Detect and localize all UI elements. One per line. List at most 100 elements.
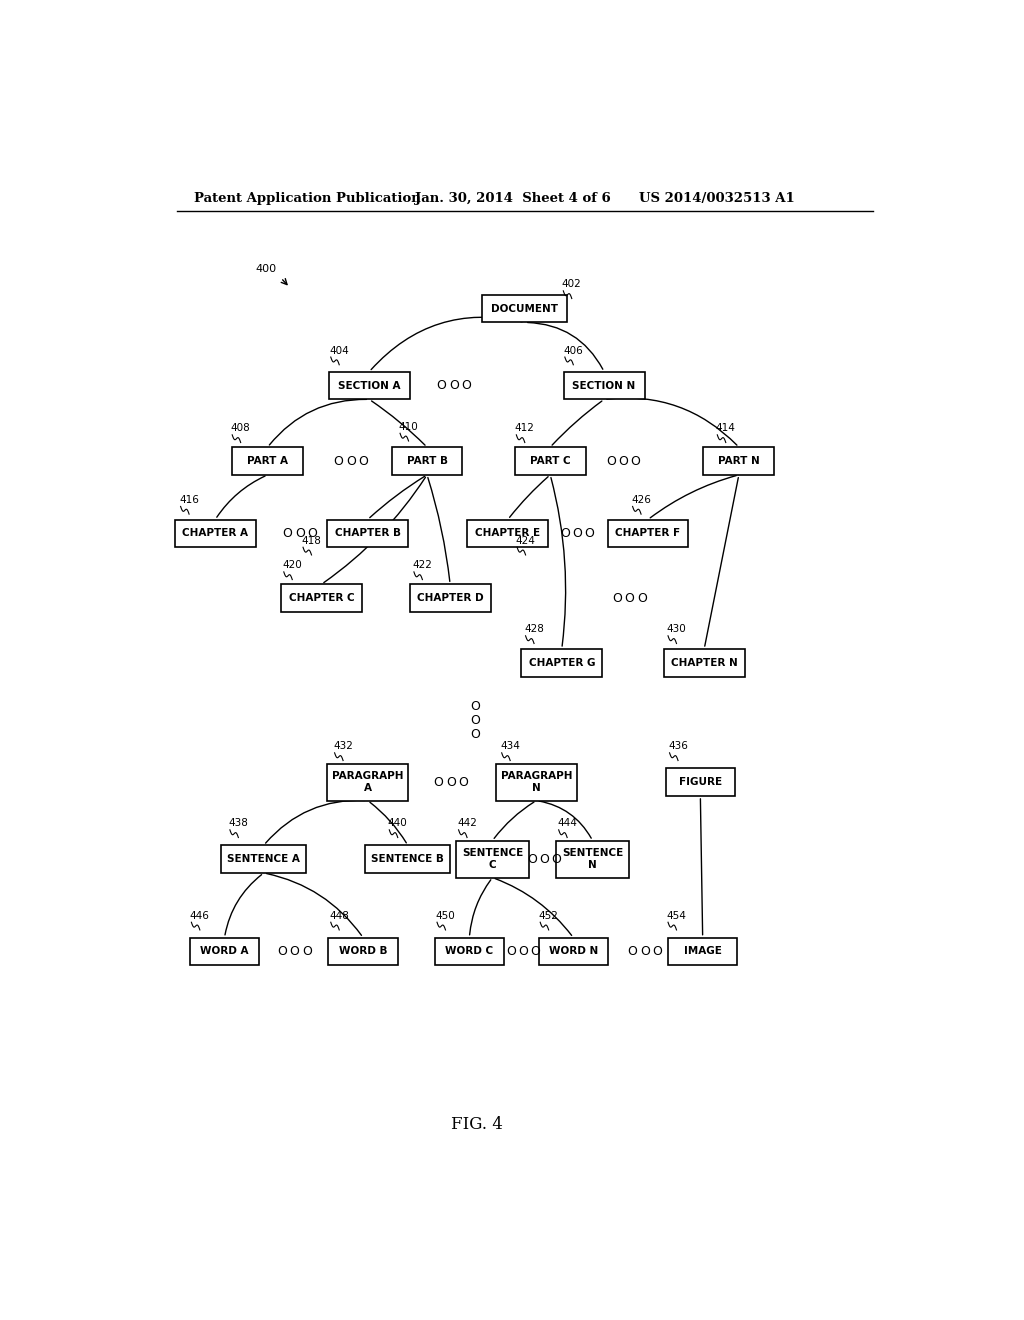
- Text: O: O: [307, 527, 317, 540]
- Text: O: O: [302, 945, 312, 958]
- Text: 416: 416: [179, 495, 199, 506]
- Text: 434: 434: [500, 742, 520, 751]
- Text: DOCUMENT: DOCUMENT: [492, 304, 558, 314]
- Text: CHAPTER C: CHAPTER C: [289, 593, 354, 603]
- Text: CHAPTER N: CHAPTER N: [671, 657, 737, 668]
- Bar: [666, 768, 735, 796]
- Bar: [556, 841, 629, 878]
- Text: SENTENCE
N: SENTENCE N: [562, 849, 624, 870]
- Text: FIGURE: FIGURE: [679, 777, 722, 787]
- Text: 418: 418: [301, 536, 322, 545]
- Bar: [232, 447, 303, 475]
- Text: 430: 430: [667, 624, 686, 635]
- Bar: [482, 294, 567, 322]
- Text: O: O: [436, 379, 446, 392]
- Bar: [328, 520, 409, 548]
- Text: CHAPTER A: CHAPTER A: [182, 528, 248, 539]
- Text: O: O: [445, 776, 456, 788]
- Text: O: O: [530, 945, 541, 958]
- Bar: [563, 372, 644, 400]
- Text: CHAPTER G: CHAPTER G: [528, 657, 595, 668]
- Text: 444: 444: [557, 818, 577, 829]
- Text: O: O: [334, 454, 343, 467]
- Text: 446: 446: [189, 911, 210, 921]
- Text: O: O: [585, 527, 594, 540]
- Text: CHAPTER B: CHAPTER B: [335, 528, 400, 539]
- Text: PART A: PART A: [247, 455, 288, 466]
- Bar: [391, 447, 463, 475]
- Bar: [664, 649, 744, 677]
- Text: WORD N: WORD N: [549, 946, 598, 957]
- Text: 440: 440: [388, 818, 408, 829]
- Bar: [515, 447, 586, 475]
- Text: CHAPTER E: CHAPTER E: [475, 528, 541, 539]
- Text: O: O: [346, 454, 355, 467]
- Text: 422: 422: [413, 561, 432, 570]
- Text: O: O: [518, 945, 528, 958]
- Bar: [410, 585, 490, 612]
- Bar: [329, 937, 397, 965]
- Text: 420: 420: [283, 561, 302, 570]
- Bar: [668, 937, 737, 965]
- Text: SENTENCE B: SENTENCE B: [372, 854, 444, 865]
- Bar: [189, 937, 259, 965]
- Bar: [175, 520, 256, 548]
- Text: SENTENCE A: SENTENCE A: [227, 854, 300, 865]
- Text: O: O: [618, 454, 629, 467]
- Text: 452: 452: [539, 911, 558, 921]
- Bar: [221, 845, 306, 873]
- Text: 404: 404: [330, 346, 349, 355]
- Text: PART C: PART C: [529, 455, 570, 466]
- Text: O: O: [612, 591, 623, 605]
- Text: CHAPTER F: CHAPTER F: [615, 528, 681, 539]
- Text: 412: 412: [515, 424, 535, 433]
- Text: O: O: [606, 454, 616, 467]
- Text: O: O: [625, 591, 635, 605]
- Text: IMAGE: IMAGE: [684, 946, 722, 957]
- Text: 402: 402: [562, 280, 582, 289]
- Text: Jan. 30, 2014  Sheet 4 of 6: Jan. 30, 2014 Sheet 4 of 6: [416, 191, 611, 205]
- Text: O: O: [640, 945, 650, 958]
- Text: O: O: [459, 776, 468, 788]
- Text: O: O: [471, 727, 480, 741]
- Text: O: O: [506, 945, 516, 958]
- Text: O: O: [449, 379, 459, 392]
- Text: SECTION A: SECTION A: [338, 380, 400, 391]
- Text: PART B: PART B: [407, 455, 447, 466]
- Text: O: O: [572, 527, 582, 540]
- Text: 448: 448: [330, 911, 349, 921]
- Bar: [456, 841, 529, 878]
- Text: O: O: [283, 527, 293, 540]
- Text: US 2014/0032513 A1: US 2014/0032513 A1: [639, 191, 795, 205]
- Bar: [521, 649, 602, 677]
- Bar: [282, 585, 361, 612]
- Text: O: O: [433, 776, 443, 788]
- Text: 414: 414: [716, 424, 735, 433]
- Text: O: O: [552, 853, 561, 866]
- Text: O: O: [295, 527, 305, 540]
- Text: O: O: [628, 945, 638, 958]
- Text: 432: 432: [333, 742, 353, 751]
- Bar: [328, 763, 409, 800]
- Text: 450: 450: [435, 911, 456, 921]
- Bar: [435, 937, 504, 965]
- Text: O: O: [471, 714, 480, 727]
- Bar: [366, 845, 451, 873]
- Text: O: O: [471, 700, 480, 713]
- Text: 428: 428: [524, 624, 544, 635]
- Bar: [496, 763, 577, 800]
- Text: WORD C: WORD C: [445, 946, 494, 957]
- Text: O: O: [526, 853, 537, 866]
- Text: SENTENCE
C: SENTENCE C: [462, 849, 523, 870]
- Text: 438: 438: [228, 818, 248, 829]
- Text: O: O: [462, 379, 471, 392]
- Text: Patent Application Publication: Patent Application Publication: [194, 191, 421, 205]
- Text: PART N: PART N: [718, 455, 760, 466]
- Text: CHAPTER D: CHAPTER D: [417, 593, 483, 603]
- Text: O: O: [290, 945, 299, 958]
- Text: PARAGRAPH
N: PARAGRAPH N: [501, 771, 572, 793]
- Bar: [467, 520, 548, 548]
- Bar: [329, 372, 410, 400]
- Text: 406: 406: [563, 346, 583, 355]
- Text: 410: 410: [398, 422, 418, 432]
